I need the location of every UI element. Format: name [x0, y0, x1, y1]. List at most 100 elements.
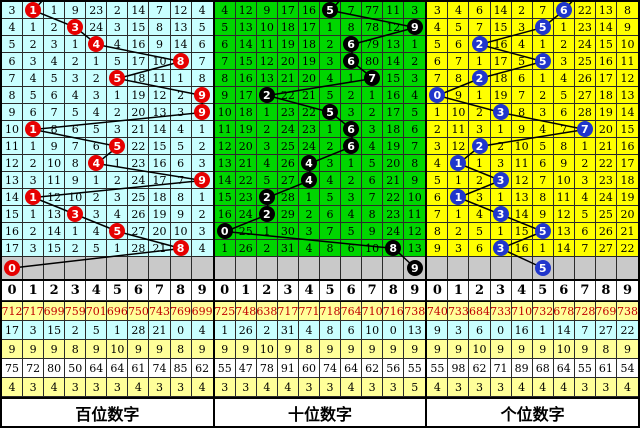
- grid-cell: 6: [511, 70, 533, 87]
- grid-cell: 3: [23, 240, 45, 257]
- stat-cell: 75: [2, 359, 24, 378]
- grid-cell: 2: [320, 36, 342, 53]
- grid-cell: 9: [191, 172, 213, 189]
- grid-cell: 16: [616, 138, 639, 155]
- stat-cell: 3: [574, 378, 596, 397]
- grid-cell: 13: [553, 223, 575, 240]
- drawn-digit-circle: 2: [258, 206, 275, 222]
- tail-row-cell: 5: [532, 257, 554, 279]
- header-digit: 7: [362, 281, 384, 301]
- grid-cell: 4: [191, 2, 213, 19]
- grid-cell: 3: [404, 2, 426, 19]
- stat-cell: 4: [298, 321, 320, 340]
- grid-cell: 27: [574, 87, 596, 104]
- grid-cell: 9: [2, 104, 24, 121]
- stat-cell: 8: [170, 340, 192, 359]
- grid-cell: 12: [616, 70, 639, 87]
- grid-cell: 7: [574, 240, 596, 257]
- stat-cell: 3: [298, 378, 320, 397]
- grid-cell: 2: [469, 70, 491, 87]
- grid-cell: 16: [298, 2, 320, 19]
- grid-cell: 4: [427, 155, 449, 172]
- grid-cell: 16: [2, 223, 24, 240]
- panel-label-units: 个位数字: [427, 397, 639, 426]
- grid-cell: 6: [341, 121, 363, 138]
- grid-cell: 4: [298, 155, 320, 172]
- grid-cell: 9: [616, 19, 639, 36]
- grid-cell: 1: [86, 53, 108, 70]
- stat-cell: 7: [574, 321, 596, 340]
- grid-cell: 3: [170, 104, 192, 121]
- stat-cell: 4: [427, 378, 449, 397]
- grid-cell: 12: [383, 19, 405, 36]
- grid-cell: 5: [511, 53, 533, 70]
- grid-cell: 4: [191, 240, 213, 257]
- grid-cell: 5: [532, 138, 554, 155]
- grid-cell: 6: [404, 121, 426, 138]
- grid-cell: 8: [65, 155, 87, 172]
- grid-cell: 5: [427, 172, 449, 189]
- grid-cell: 5: [532, 53, 554, 70]
- stat-cell: 3: [469, 378, 491, 397]
- panel-label-hundreds: 百位数字: [2, 397, 213, 426]
- grid-cell: 5: [256, 172, 278, 189]
- grid-cell: 6: [86, 138, 108, 155]
- grid-cell: 4: [469, 206, 491, 223]
- stat-cell: 738: [616, 302, 639, 321]
- grid-cell: 7: [532, 172, 554, 189]
- header-digit: 5: [320, 281, 342, 301]
- grid-cell: 5: [170, 138, 192, 155]
- stat-cell: 8: [298, 340, 320, 359]
- drawn-digit-circle: 6: [555, 2, 572, 18]
- drawn-digit-circle: 9: [406, 260, 423, 276]
- grid-cell: 10: [214, 104, 236, 121]
- grid-cell: 15: [235, 53, 257, 70]
- drawn-digit-circle: 7: [576, 121, 593, 137]
- grid-cell: 3: [44, 36, 66, 53]
- stat-cell: 728: [574, 302, 596, 321]
- stat-cell: 759: [65, 302, 87, 321]
- stat-cell: 3: [107, 378, 129, 397]
- grid-cell: 22: [298, 104, 320, 121]
- grid-cell: 9: [65, 2, 87, 19]
- grid-cell: 8: [44, 121, 66, 138]
- grid-cell: 6: [214, 36, 236, 53]
- grid-cell: 14: [44, 223, 66, 240]
- grid-cell: 11: [44, 172, 66, 189]
- tail-row-cell: 9: [404, 257, 426, 279]
- grid-cell: 3: [427, 138, 449, 155]
- header-digit: 4: [86, 281, 108, 301]
- stat-cell: 9: [320, 340, 342, 359]
- stats-row: 725 748 638 717 771 718 764 710 716 738: [214, 302, 426, 321]
- grid-cell: 6: [23, 104, 45, 121]
- grid-cell: 9: [170, 206, 192, 223]
- grid-cell: 14: [616, 104, 639, 121]
- grid-cell: 5: [23, 87, 45, 104]
- grid-cell: 23: [128, 155, 150, 172]
- stats-row: 1 26 2 31 4 8 6 10 0 13: [214, 321, 426, 340]
- grid-cell: 12: [2, 155, 24, 172]
- tail-row-cell: [170, 257, 192, 279]
- grid-cell: 4: [298, 172, 320, 189]
- grid-cell: 10: [256, 19, 278, 36]
- grid-cell: 5: [107, 53, 129, 70]
- tail-row-cell: [574, 257, 596, 279]
- stat-cell: 750: [128, 302, 150, 321]
- header-digit: 2: [44, 281, 66, 301]
- tail-row-cell: [320, 257, 342, 279]
- stat-cell: 5: [86, 321, 108, 340]
- stats-row: 55 98 62 71 89 68 64 55 61 54: [427, 359, 639, 378]
- grid-cell: 16: [383, 87, 405, 104]
- grid-cell: 4: [553, 70, 575, 87]
- grid-cell: 31: [277, 240, 299, 257]
- grid-cell: 1: [341, 70, 363, 87]
- grid-cell: 1: [107, 240, 129, 257]
- grid-cell: 5: [320, 87, 342, 104]
- grid-cell: 3: [490, 172, 512, 189]
- grid-cell: 2: [511, 2, 533, 19]
- grid-cell: 20: [595, 121, 617, 138]
- grid-cell: 1: [23, 189, 45, 206]
- grid-cell: 14: [235, 36, 257, 53]
- grid-cell: 21: [383, 172, 405, 189]
